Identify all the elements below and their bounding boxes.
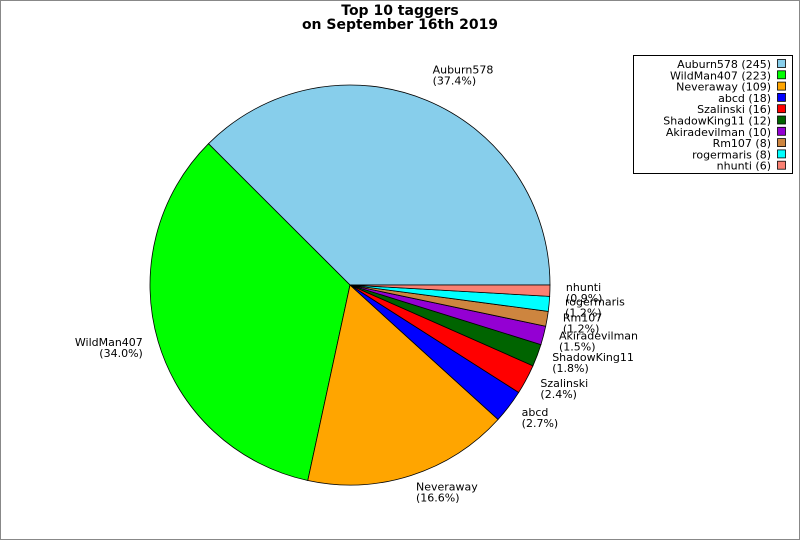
- legend-swatch: [777, 149, 786, 159]
- legend-swatch: [777, 81, 786, 91]
- slice-value-label: (0.9%): [566, 292, 603, 305]
- legend-swatch: [777, 104, 786, 114]
- slice-value-label: (1.8%): [552, 362, 589, 375]
- legend-label: Auburn578 (245): [677, 58, 771, 71]
- pie-slice: [149, 143, 351, 481]
- chart-subtitle: on September 16th 2019: [302, 17, 498, 33]
- legend-label: nhunti (6): [717, 160, 771, 173]
- legend-swatch: [777, 59, 786, 68]
- legend-swatch: [777, 126, 786, 136]
- legend-label: Szalinski (16): [697, 103, 771, 116]
- slice-value-label: (37.4%): [433, 74, 477, 87]
- slice-value-label: (1.5%): [559, 341, 596, 354]
- slice-label: Neveraway: [416, 481, 478, 494]
- slice-label: rogermaris: [565, 295, 625, 308]
- slice-label: ShadowKing11: [552, 351, 634, 364]
- legend-label: rogermaris (8): [692, 148, 771, 161]
- legend-box: [633, 55, 793, 174]
- slice-label: Rm107: [563, 312, 602, 325]
- legend-swatch: [777, 115, 786, 125]
- slice-value-label: (2.4%): [540, 388, 577, 401]
- legend-label: WildMan407 (223): [670, 69, 771, 82]
- legend-swatch: [777, 160, 786, 170]
- legend-label: Neveraway (109): [676, 81, 771, 94]
- pie-slice: [307, 284, 499, 486]
- slice-label: WildMan407: [75, 336, 143, 349]
- legend-swatch: [777, 138, 786, 148]
- slice-label: nhunti: [566, 281, 601, 294]
- slice-label: Szalinski: [540, 377, 588, 390]
- legend-label: ShadowKing11 (12): [663, 115, 771, 128]
- slice-value-label: (2.7%): [522, 417, 559, 430]
- legend-swatch: [777, 93, 786, 102]
- pie-slice: [207, 84, 551, 286]
- slice-value-label: (1.2%): [565, 306, 602, 319]
- slice-value-label: (34.0%): [99, 347, 143, 360]
- chart-title: Top 10 taggers: [341, 3, 458, 19]
- slice-label: abcd: [522, 406, 549, 419]
- slice-label: Akiradevilman: [559, 330, 638, 343]
- pie-slice: [349, 284, 551, 297]
- legend-label: Akiradevilman (10): [666, 126, 771, 139]
- legend-label: Rm107 (8): [713, 137, 771, 150]
- slice-value-label: (1.2%): [563, 323, 600, 336]
- legend-label: abcd (18): [718, 92, 771, 105]
- slice-value-label: (16.6%): [416, 492, 460, 505]
- slice-label: Auburn578: [433, 63, 494, 76]
- legend-swatch: [777, 70, 786, 80]
